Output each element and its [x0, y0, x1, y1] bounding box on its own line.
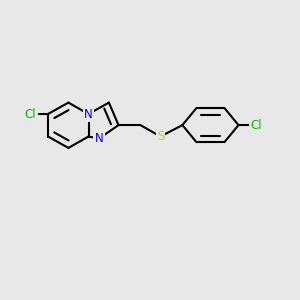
Text: N: N	[84, 107, 93, 121]
Text: S: S	[157, 130, 164, 143]
Text: Cl: Cl	[25, 107, 36, 121]
Text: N: N	[94, 132, 103, 145]
Text: Cl: Cl	[250, 118, 262, 132]
